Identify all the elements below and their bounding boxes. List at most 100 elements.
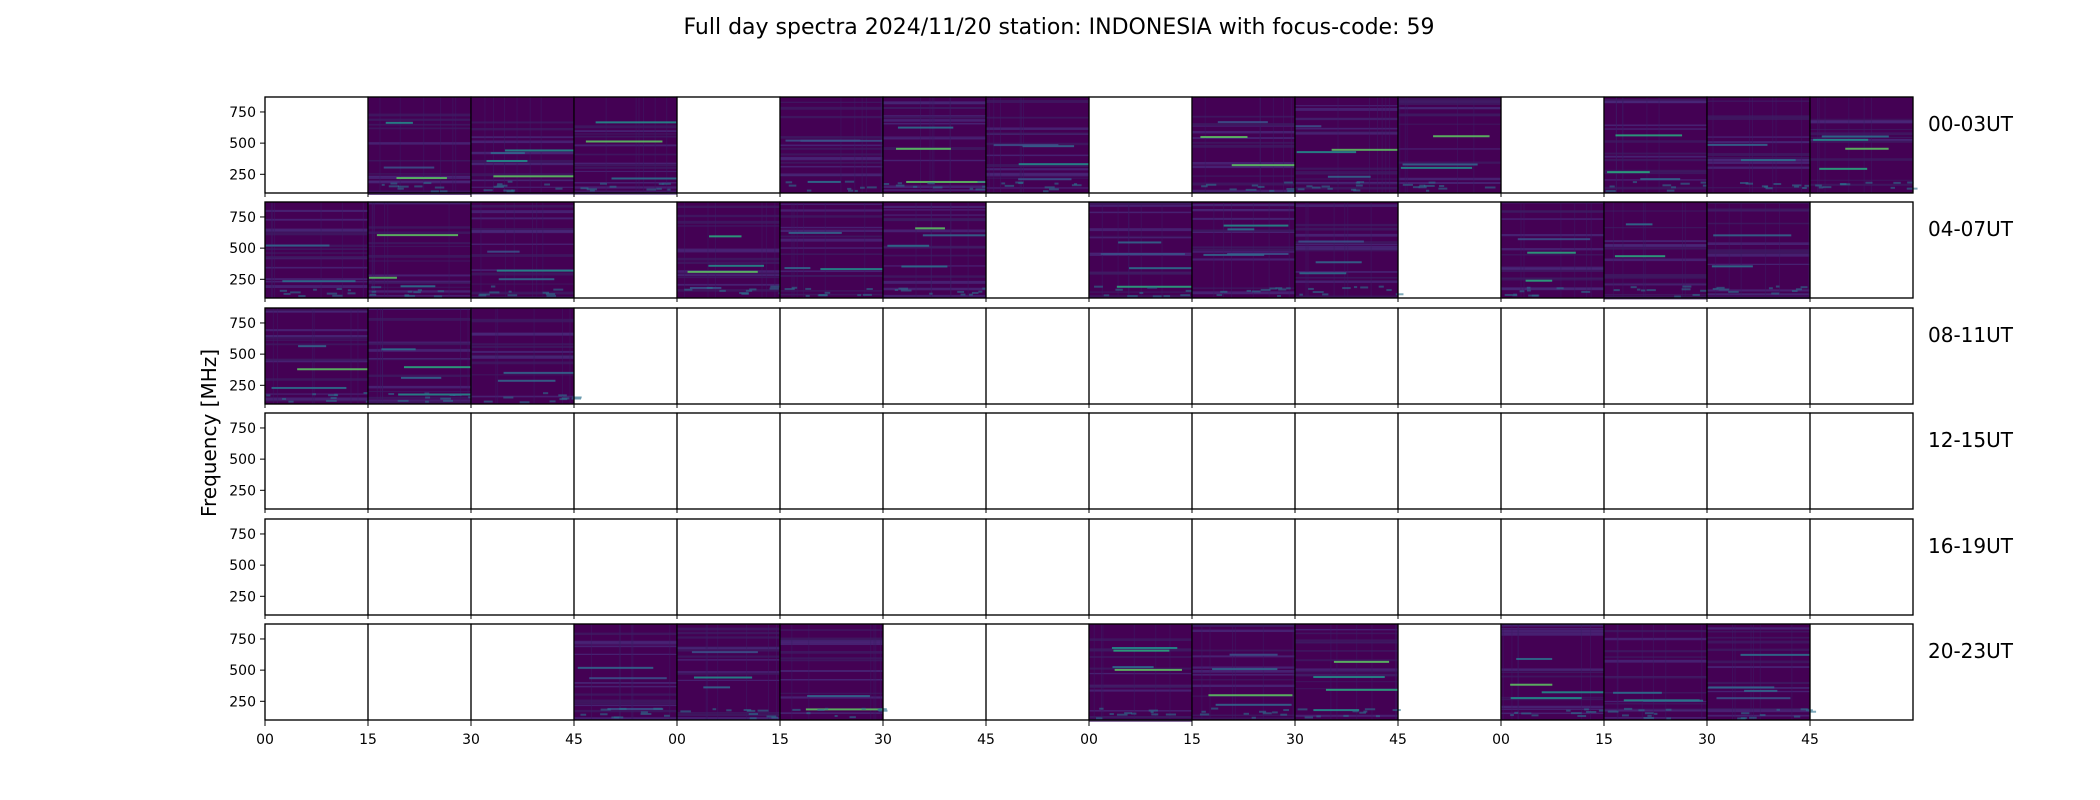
panel-frame — [1809, 623, 1914, 721]
panel-frame — [573, 307, 678, 405]
spectrogram-panel — [780, 202, 883, 298]
panel-frame — [573, 412, 678, 510]
x-tick-label: 45 — [565, 732, 583, 748]
spectrogram-panel — [1604, 624, 1707, 720]
panel-frame — [779, 412, 884, 510]
spectrogram-panel — [1295, 97, 1398, 193]
spectra-row: 250 500 750 08-11UT — [229, 307, 2014, 408]
y-tick-label: 500 — [229, 347, 256, 363]
panel-frame — [1500, 412, 1605, 510]
spectrogram-panel — [265, 202, 368, 298]
spectrogram-panel — [1707, 624, 1817, 720]
panel-frame — [470, 623, 575, 721]
spectrogram-panel — [471, 97, 574, 195]
spectrogram-panel — [677, 202, 786, 298]
y-tick-label: 500 — [229, 241, 256, 257]
panel-frame — [264, 96, 369, 194]
panel-frame — [1603, 518, 1708, 616]
spectrogram-panel — [1089, 202, 1195, 298]
x-tick-label: 15 — [1183, 732, 1201, 748]
x-tick-label: 30 — [1286, 732, 1304, 748]
panel-frame — [1191, 518, 1296, 616]
panel-frame — [1191, 412, 1296, 510]
y-tick-label: 500 — [229, 558, 256, 574]
panel-frame — [1397, 518, 1502, 616]
panel-frame — [882, 307, 987, 405]
panel-frame — [367, 623, 472, 721]
panel-frame — [779, 307, 884, 405]
panel-frame — [1294, 307, 1399, 405]
panel-frame — [1500, 96, 1605, 194]
panel-frame — [1706, 518, 1811, 616]
panel-frame — [882, 623, 987, 721]
spectrogram-panel — [1295, 202, 1404, 299]
panel-frame — [779, 518, 884, 616]
panel-frame — [367, 518, 472, 616]
y-tick-label: 750 — [229, 316, 256, 332]
x-axis-ticks: 00 15 30 45 00 15 30 45 00 15 30 45 00 15 30 45 — [256, 720, 1819, 748]
spectra-panels: 250 500 750 00-03UT 250 500 750 04-07UT 250 500 75… — [229, 96, 2014, 724]
x-tick-label: 45 — [1801, 732, 1819, 748]
x-tick-label: 45 — [977, 732, 995, 748]
x-tick-label: 15 — [359, 732, 377, 748]
spectrogram-panel — [1295, 624, 1401, 720]
spectrogram-panel — [780, 97, 889, 193]
panel-frame — [1397, 307, 1502, 405]
x-tick-label: 00 — [1492, 732, 1510, 748]
spectrogram-panel — [1604, 202, 1709, 300]
panel-frame — [367, 412, 472, 510]
y-tick-label: 250 — [229, 378, 256, 394]
panel-frame — [985, 518, 1090, 616]
row-axis-frame — [264, 201, 1914, 299]
panel-frame — [1706, 307, 1811, 405]
y-tick-label: 250 — [229, 589, 256, 605]
spectrogram-panel — [471, 202, 574, 298]
chart-title: Full day spectra 2024/11/20 station: IND… — [683, 15, 1434, 40]
spectrogram-panel — [574, 624, 677, 720]
spectrogram-panel — [986, 97, 1089, 193]
x-tick-label: 15 — [1595, 732, 1613, 748]
panel-frame — [1603, 412, 1708, 510]
panel-frame — [264, 518, 369, 616]
panel-frame — [1397, 623, 1502, 721]
row-axis-frame — [264, 307, 1914, 405]
y-axis-label: Frequency [MHz] — [197, 349, 221, 517]
panel-frame — [1500, 518, 1605, 616]
row-time-label: 04-07UT — [1928, 217, 2014, 241]
y-tick-label: 750 — [229, 527, 256, 543]
panel-frame — [676, 518, 781, 616]
row-axis-frame — [264, 412, 1914, 510]
row-time-label: 00-03UT — [1928, 112, 2014, 136]
panel-frame — [676, 412, 781, 510]
spectrogram-panel — [1192, 97, 1296, 193]
spectrogram-panel — [1604, 97, 1718, 193]
row-time-label: 16-19UT — [1928, 534, 2014, 558]
panel-frame — [985, 307, 1090, 405]
panel-frame — [1088, 307, 1193, 405]
y-tick-label: 500 — [229, 663, 256, 679]
spectra-row: 250 500 750 20-23UT — [229, 623, 2014, 724]
spectrogram-panel — [368, 202, 471, 298]
y-tick-label: 500 — [229, 452, 256, 468]
y-tick-label: 500 — [229, 136, 256, 152]
spectrogram-panel — [883, 202, 987, 298]
panel-frame — [676, 307, 781, 405]
spectrogram-panel — [1810, 97, 1918, 193]
panel-frame — [1809, 201, 1914, 299]
x-tick-label: 30 — [462, 732, 480, 748]
x-tick-label: 15 — [771, 732, 789, 748]
panel-frame — [882, 412, 987, 510]
panel-frame — [1809, 518, 1914, 616]
spectrogram-panel — [1398, 97, 1501, 193]
x-tick-label: 30 — [874, 732, 892, 748]
row-axis-frame — [264, 518, 1914, 616]
panel-frame — [264, 623, 369, 721]
row-time-label: 12-15UT — [1928, 428, 2014, 452]
x-tick-label: 30 — [1698, 732, 1716, 748]
row-time-label: 08-11UT — [1928, 323, 2014, 347]
x-tick-label: 45 — [1389, 732, 1407, 748]
spectrogram-panel — [1707, 202, 1810, 300]
panel-frame — [1809, 307, 1914, 405]
y-tick-label: 250 — [229, 167, 256, 183]
spectrogram-panel — [265, 308, 372, 404]
